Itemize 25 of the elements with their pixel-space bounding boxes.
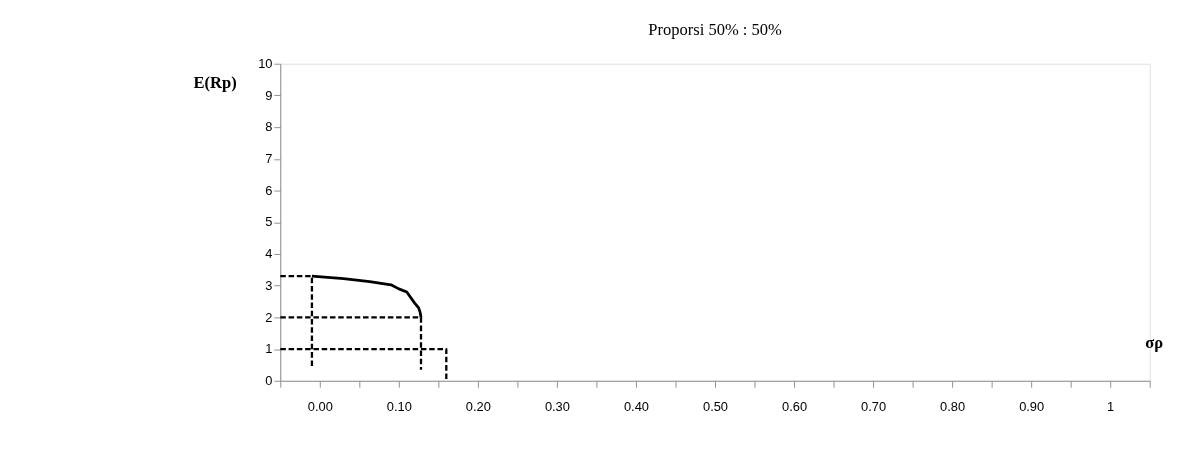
x-tick-label: 0.20 [465,398,491,414]
y-tick-label: 5 [265,214,273,230]
y-tick-label: 0 [265,372,273,388]
y-tick-label: 9 [265,87,273,103]
x-tick-label: 0.00 [307,398,333,414]
y-tick-label: 7 [265,151,273,167]
x-tick-label: 0.80 [940,398,966,414]
y-tick-label: 6 [265,182,273,198]
x-tick-label: 0.90 [1019,398,1045,414]
y-tick-label: 1 [265,341,273,357]
y-tick-label: 10 [258,55,273,71]
x-tick-label: 0.40 [623,398,649,414]
y-tick-label: 8 [265,119,273,135]
x-tick-label: 0.10 [386,398,412,414]
y-tick-label: 4 [265,246,273,262]
y-tick-label: 2 [265,309,273,325]
x-tick-label: 0.30 [544,398,570,414]
chart-title: Proporsi 50% : 50% [648,20,783,40]
x-axis-title: σρ [1145,333,1164,353]
x-tick-label: 0.50 [702,398,729,414]
x-tick-label: 1 [1107,398,1115,414]
x-tick-label: 0.60 [782,398,808,414]
x-tick-label: 0.70 [861,398,887,414]
y-axis-title: E(Rp) [193,73,237,93]
y-tick-label: 3 [265,277,273,293]
